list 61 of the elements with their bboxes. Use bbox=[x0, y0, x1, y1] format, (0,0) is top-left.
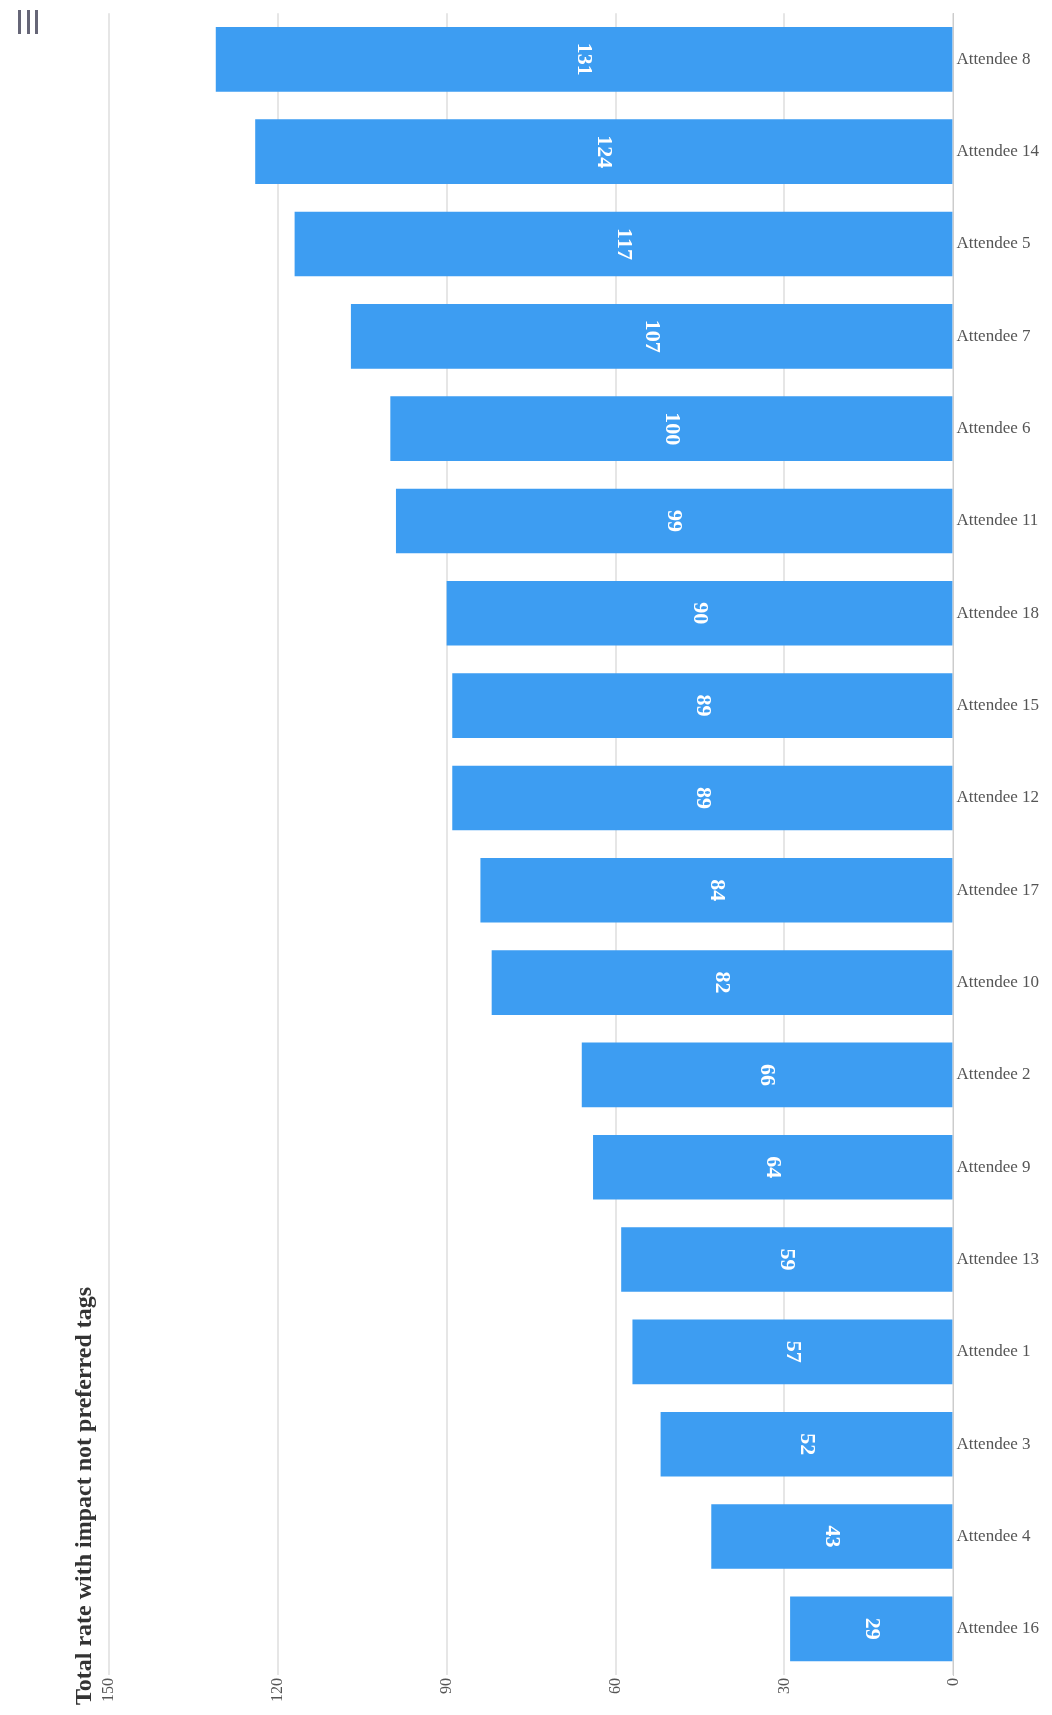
data-label: 84 bbox=[705, 879, 731, 902]
data-label: 29 bbox=[860, 1617, 886, 1640]
data-label: 52 bbox=[795, 1433, 821, 1456]
bar bbox=[660, 1411, 953, 1477]
y-tick-label: Attendee 11 bbox=[956, 510, 1039, 530]
y-tick-label: Attendee 5 bbox=[956, 233, 1031, 253]
data-label: 90 bbox=[688, 602, 714, 625]
data-label: 59 bbox=[776, 1248, 802, 1271]
data-label: 100 bbox=[660, 412, 686, 446]
bar bbox=[621, 1227, 953, 1292]
text: Total rate with impact not preferred tags bbox=[69, 1286, 96, 1705]
data-label: 64 bbox=[762, 1156, 788, 1179]
x-tick-label: 150 bbox=[99, 1678, 116, 1702]
data-label: 131 bbox=[573, 42, 599, 76]
bar bbox=[255, 119, 953, 184]
bar bbox=[480, 857, 953, 923]
y-tick-label: Attendee 7 bbox=[956, 325, 1031, 345]
data-label: 89 bbox=[691, 694, 717, 717]
bar bbox=[593, 1134, 953, 1200]
y-tick-label: Attendee 12 bbox=[956, 787, 1039, 807]
bar bbox=[632, 1319, 953, 1385]
x-tick-label: 60 bbox=[605, 1678, 623, 1694]
bar bbox=[452, 673, 953, 738]
bar bbox=[215, 27, 953, 92]
y-tick-label: Attendee 10 bbox=[956, 972, 1039, 992]
y-tick-label: Attendee 4 bbox=[956, 1525, 1031, 1545]
bar bbox=[350, 304, 953, 369]
y-tick-label: Attendee 2 bbox=[956, 1064, 1031, 1084]
data-label: 66 bbox=[756, 1063, 782, 1086]
data-label: 57 bbox=[781, 1340, 807, 1363]
y-tick-label: Attendee 13 bbox=[956, 1249, 1039, 1269]
bar bbox=[711, 1504, 953, 1569]
bar bbox=[790, 1596, 953, 1662]
y-tick-label: Attendee 3 bbox=[956, 1433, 1031, 1453]
data-label: 82 bbox=[711, 971, 737, 994]
y-tick-label: Attendee 9 bbox=[956, 1156, 1031, 1176]
bar bbox=[491, 950, 953, 1015]
y-tick-label: Attendee 14 bbox=[956, 141, 1040, 161]
x-tick-label: 0 bbox=[943, 1678, 961, 1686]
y-tick-label: Attendee 15 bbox=[956, 695, 1039, 715]
y-tick-label: Attendee 6 bbox=[956, 418, 1031, 438]
y-tick-label: Attendee 16 bbox=[956, 1618, 1039, 1638]
y-tick-label: Attendee 1 bbox=[956, 1341, 1031, 1361]
data-label: 89 bbox=[691, 786, 717, 809]
y-tick-label: Attendee 18 bbox=[956, 602, 1039, 622]
bar bbox=[395, 488, 953, 554]
y-tick-label: Attendee 17 bbox=[956, 879, 1040, 899]
x-tick-label: 90 bbox=[436, 1678, 454, 1694]
bar bbox=[294, 211, 953, 277]
bar bbox=[581, 1042, 953, 1108]
data-label: 43 bbox=[821, 1525, 847, 1548]
x-tick-label: 30 bbox=[774, 1678, 792, 1694]
x-tick-label: 120 bbox=[267, 1678, 285, 1702]
bar bbox=[446, 580, 953, 646]
bar bbox=[452, 765, 953, 831]
data-label: 107 bbox=[640, 319, 666, 353]
bar bbox=[390, 396, 953, 461]
data-label: 117 bbox=[612, 228, 638, 260]
data-label: 124 bbox=[593, 135, 619, 169]
y-tick-label: Attendee 8 bbox=[956, 48, 1031, 68]
data-label: 99 bbox=[663, 509, 689, 532]
